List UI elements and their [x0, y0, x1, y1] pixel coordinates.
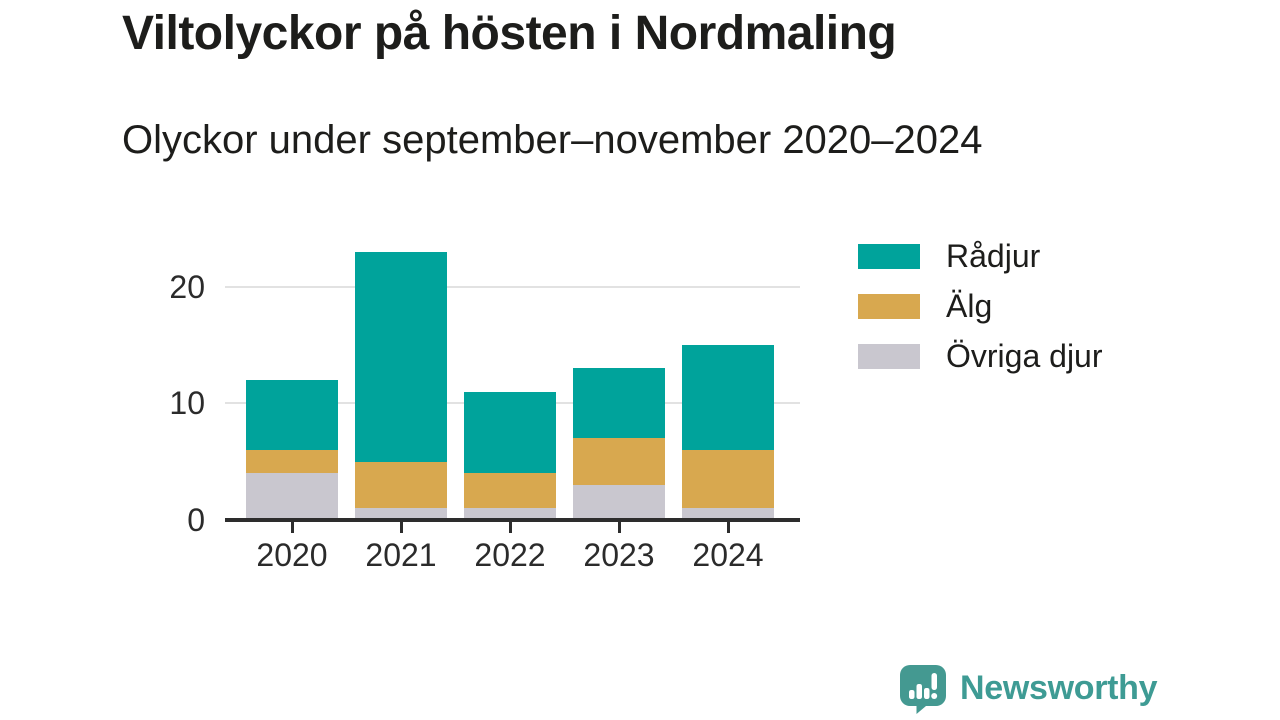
- bar-segment: [355, 251, 447, 462]
- bar-segment: [355, 461, 447, 509]
- x-axis-tick-label: 2022: [474, 537, 546, 573]
- legend-label: Övriga djur: [946, 338, 1103, 374]
- page-subtitle: Olyckor under september–november 2020–20…: [122, 118, 983, 162]
- legend-row: Rådjur: [858, 238, 1103, 274]
- y-axis-tick-label: 10: [169, 385, 205, 422]
- x-axis-tick-label: 2021: [365, 537, 437, 573]
- x-axis-tick-label: 2023: [583, 537, 655, 573]
- x-axis-line: [225, 518, 800, 522]
- bar-segment: [464, 473, 556, 509]
- x-axis-tick: [399, 522, 403, 533]
- legend-row: Älg: [858, 288, 1103, 324]
- y-axis-tick-label: 20: [169, 268, 205, 305]
- bar-segment: [682, 508, 774, 520]
- x-axis-tick: [617, 522, 621, 533]
- y-axis-labels: 0 10 20: [120, 240, 205, 536]
- legend-swatch: [858, 294, 920, 319]
- legend-swatch: [858, 244, 920, 269]
- brand-name: Newsworthy: [960, 669, 1158, 707]
- x-axis-tick-label: 2020: [256, 537, 328, 573]
- bar-segment: [573, 485, 665, 520]
- x-axis-tick: [290, 522, 294, 533]
- x-axis-tick-label: 2024: [692, 537, 764, 573]
- legend: Rådjur Älg Övriga djur: [858, 238, 1103, 394]
- x-axis-tick: [508, 522, 512, 533]
- bar-segment: [355, 508, 447, 520]
- bar-segment: [573, 368, 665, 439]
- bar-segment: [246, 450, 338, 474]
- bar-segment: [682, 345, 774, 450]
- gridline: [225, 285, 800, 288]
- bar-segment: [573, 438, 665, 485]
- bar-segment: [246, 473, 338, 520]
- page-title: Viltolyckor på hösten i Nordmaling: [122, 7, 897, 60]
- bar-segment: [464, 391, 556, 474]
- y-axis-tick-label: 0: [187, 502, 205, 538]
- brand-footer: Newsworthy: [898, 663, 1158, 714]
- plot-area: 2020 2021 2022 2023 2024: [225, 240, 800, 573]
- newsworthy-logo-icon: [898, 663, 948, 714]
- bar-segment: [682, 450, 774, 509]
- bar-segment: [246, 380, 338, 450]
- legend-label: Älg: [946, 288, 993, 324]
- legend-label: Rådjur: [946, 238, 1041, 274]
- x-axis-tick: [726, 522, 730, 533]
- legend-row: Övriga djur: [858, 338, 1103, 374]
- legend-swatch: [858, 344, 920, 369]
- bar-segment: [464, 508, 556, 520]
